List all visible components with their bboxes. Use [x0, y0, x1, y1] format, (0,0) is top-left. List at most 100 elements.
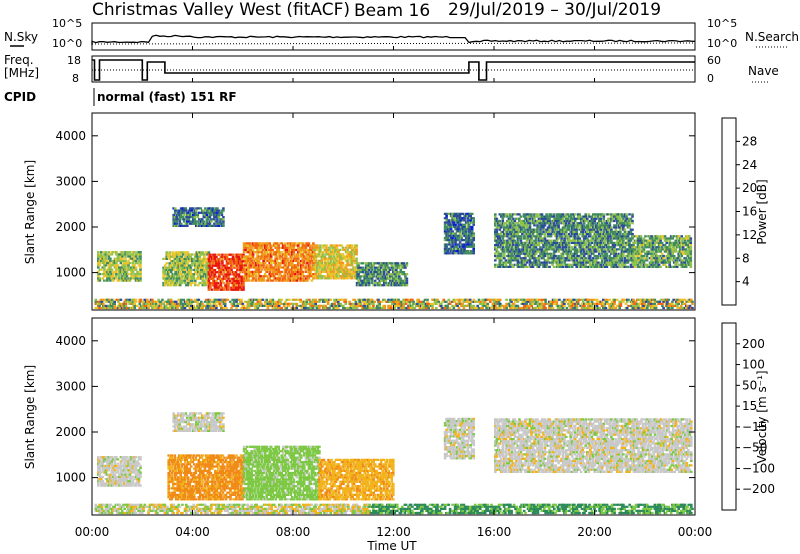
data-cell — [563, 239, 566, 242]
data-cell — [124, 259, 127, 262]
data-cell — [121, 255, 124, 258]
data-cell — [265, 268, 268, 271]
data-cell — [598, 237, 601, 240]
data-cell — [201, 271, 205, 274]
data-cell — [107, 262, 111, 265]
data-cell — [542, 265, 545, 268]
data-cell — [632, 265, 635, 268]
data-cell — [250, 255, 253, 258]
data-cell — [653, 259, 656, 262]
data-cell — [528, 233, 532, 236]
data-cell — [272, 277, 276, 280]
data-cell — [363, 279, 366, 282]
data-cell — [322, 266, 325, 269]
data-cell — [449, 239, 453, 242]
data-cell — [582, 244, 586, 247]
data-cell — [619, 259, 622, 262]
data-cell — [165, 251, 168, 254]
data-cell — [131, 270, 135, 273]
data-cell — [636, 250, 640, 253]
data-cell — [501, 215, 505, 218]
data-cell — [607, 228, 610, 231]
data-cell — [240, 275, 244, 278]
data-cell — [636, 248, 640, 251]
data-cell — [662, 254, 665, 258]
data-cell — [213, 213, 216, 217]
data-cell — [469, 245, 472, 248]
data-cell — [598, 233, 601, 236]
data-cell — [512, 265, 515, 268]
data-cell — [552, 259, 556, 262]
data-cell — [659, 235, 662, 238]
data-cell — [689, 259, 693, 262]
data-cell — [522, 237, 526, 240]
data-cell — [180, 273, 183, 276]
data-cell — [209, 282, 212, 285]
data-cell — [119, 270, 123, 273]
data-cell — [367, 264, 371, 267]
data-cell — [500, 215, 503, 218]
data-cell — [208, 209, 212, 212]
data-cell — [549, 246, 553, 249]
data-cell — [169, 279, 173, 282]
data-cell — [364, 277, 368, 280]
data-cell — [260, 264, 264, 267]
data-cell — [197, 268, 200, 271]
data-cell — [340, 255, 343, 258]
data-cell — [375, 262, 378, 265]
data-cell — [186, 224, 189, 227]
data-cell — [124, 268, 127, 271]
data-cell — [307, 259, 311, 262]
data-cell — [595, 230, 598, 233]
data-cell — [539, 239, 542, 242]
data-cell — [519, 235, 523, 238]
data-cell — [654, 241, 658, 244]
data-cell — [242, 244, 246, 247]
data-cell — [113, 264, 117, 267]
data-cell — [199, 220, 203, 223]
data-cell — [551, 226, 554, 229]
data-cell — [325, 270, 328, 273]
data-cell — [175, 275, 179, 278]
data-cell — [210, 207, 213, 210]
data-cell — [614, 237, 618, 240]
data-cell — [528, 217, 532, 220]
data-cell — [119, 304, 123, 307]
data-cell — [614, 259, 618, 262]
data-cell — [322, 264, 325, 267]
data-cell — [599, 228, 603, 231]
data-cell — [540, 226, 544, 229]
data-cell — [686, 261, 690, 264]
data-cell — [353, 246, 357, 249]
data-cell — [316, 255, 319, 258]
data-cell — [376, 277, 380, 280]
data-cell — [570, 228, 574, 231]
data-cell — [558, 259, 562, 262]
data-cell — [464, 234, 468, 237]
data-cell — [184, 222, 188, 225]
data-cell — [286, 257, 290, 260]
data-cell — [313, 259, 316, 262]
data-cell — [536, 230, 539, 233]
data-cell — [545, 263, 548, 266]
data-cell — [341, 248, 345, 251]
data-cell — [187, 218, 191, 221]
data-cell — [575, 254, 578, 258]
data-cell — [501, 263, 505, 266]
data-cell — [576, 239, 580, 242]
data-cell — [172, 253, 176, 256]
data-cell — [641, 246, 644, 249]
data-cell — [616, 215, 619, 218]
data-cell — [543, 228, 547, 231]
data-cell — [674, 241, 677, 244]
data-cell — [662, 237, 665, 240]
data-cell — [334, 264, 337, 267]
data-cell — [675, 235, 679, 238]
data-cell — [516, 230, 520, 233]
data-cell — [524, 237, 527, 240]
data-cell — [369, 275, 372, 278]
data-cell — [190, 220, 194, 223]
data-cell — [219, 268, 223, 272]
data-cell — [198, 275, 202, 278]
data-cell — [281, 257, 285, 260]
